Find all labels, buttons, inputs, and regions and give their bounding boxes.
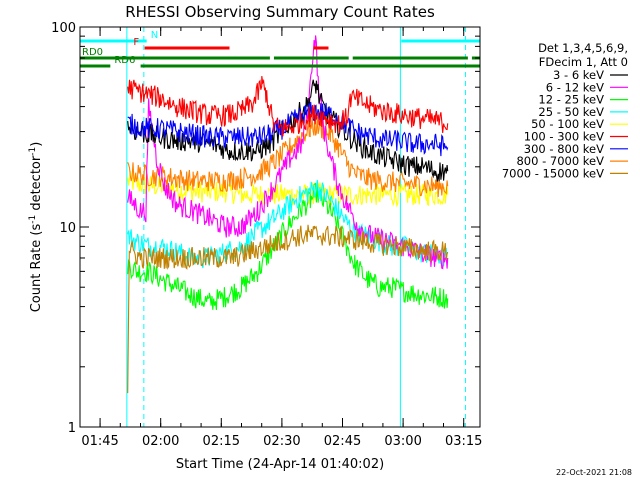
x-axis-label: Start Time (24-Apr-14 01:40:02) [176,457,384,472]
x-tick-label: 02:30 [263,434,300,449]
legend: Det 1,3,4,5,6,9, FDecim 1, Att 0 3 - 6 k… [502,41,628,180]
y-axis-label: Count Rate (s-1 detector-1) [28,142,44,313]
x-tick-label: 02:00 [142,434,179,449]
state-bar-f-label: F [133,37,139,48]
state-bar-n-label: N [151,30,158,41]
legend-label-3-6-kev-kev: 3 - 6 keV [553,68,604,82]
legend-header-line-2: FDecim 1, Att 0 [539,55,628,69]
series-line-12-25-kev-kev [127,182,449,311]
legend-label-300-800-kev-kev: 300 - 800 keV [524,142,604,156]
y-axis-ticks: 1 10 100 [51,21,480,436]
legend-label-7000-15000-kev-kev: 7000 - 15000 keV [502,166,604,180]
legend-label-6-12-kev-kev: 6 - 12 keV [546,80,604,94]
state-bar-rd0-label: RD0 [82,47,103,58]
x-tick-label: 02:45 [324,434,361,449]
y-tick-label: 1 [68,421,76,436]
series-line-7000-15000-kev-kev [127,224,449,394]
y-tick-label: 100 [51,21,76,36]
x-tick-label: 02:15 [203,434,240,449]
series-line-100-300-kev-kev [127,76,449,137]
state-bar-rd6-label: RD6 [114,55,135,66]
y-tick-label: 10 [59,221,76,236]
legend-label-100-300-kev-kev: 100 - 300 keV [524,130,604,144]
x-tick-label: 01:45 [81,434,118,449]
legend-label-50-100-kev-kev: 50 - 100 keV [531,117,604,131]
series-line-300-800-kev-kev [127,101,449,157]
series-line-50-100-kev-kev [127,170,449,208]
chart-title: RHESSI Observing Summary Count Rates [125,3,435,21]
generation-timestamp: 22-Oct-2021 21:08 [556,468,632,477]
legend-header-line-1: Det 1,3,4,5,6,9, [538,41,628,55]
series-line-3-6-kev-kev [127,79,449,182]
series-line-6-12-kev-kev [127,35,449,270]
legend-label-800-7000-kev-kev: 800 - 7000 keV [516,154,604,168]
data-series [127,35,449,394]
legend-label-25-50-kev-kev: 25 - 50 keV [538,105,604,119]
legend-label-12-25-kev-kev: 12 - 25 keV [538,93,604,107]
x-tick-label: 03:00 [384,434,421,449]
x-axis-ticks: 01:45 02:00 02:15 02:30 02:45 03:00 03:15 [81,27,482,449]
instrument-state-bars: N F RD0 RD6 [80,30,480,68]
x-tick-label: 03:15 [445,434,482,449]
